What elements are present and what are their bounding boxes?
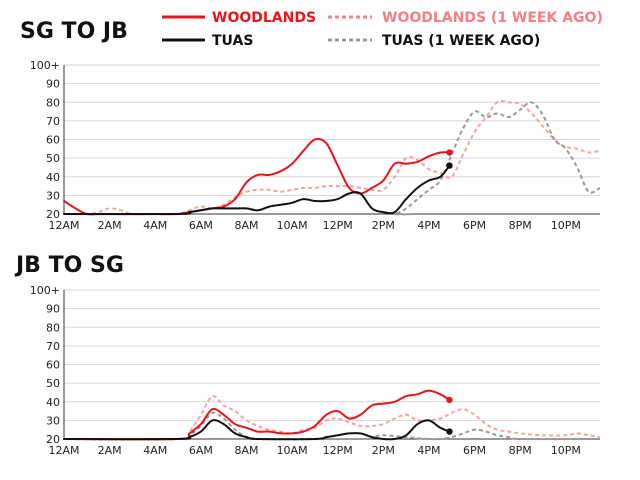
x-tick-label: 10AM	[277, 444, 308, 457]
y-tick-label: 60	[46, 359, 60, 372]
x-tick-label: 10PM	[551, 444, 581, 457]
y-tick-label: 50	[46, 377, 60, 390]
y-tick-label: 40	[46, 171, 60, 184]
x-tick-label: 6PM	[463, 444, 486, 457]
x-tick-label: 4AM	[143, 219, 167, 232]
y-tick-label: 40	[46, 396, 60, 409]
x-tick-label: 12AM	[48, 219, 79, 232]
x-tick-label: 2PM	[372, 219, 395, 232]
current-point-woodlands	[446, 396, 453, 404]
x-tick-label: 4PM	[417, 219, 440, 232]
chart-title-sg-to-jb: SG TO JB	[20, 19, 128, 44]
y-tick-label: 100+	[30, 284, 60, 297]
y-tick-label: 60	[46, 134, 60, 147]
series-line-woodlands-1-week-ago	[63, 395, 601, 441]
x-tick-label: 12PM	[323, 219, 353, 232]
y-tick-label: 30	[46, 414, 60, 427]
x-tick-label: 8AM	[234, 219, 258, 232]
series-line-woodlands	[63, 389, 451, 441]
x-tick-label: 4PM	[417, 444, 440, 457]
y-tick-label: 70	[46, 340, 60, 353]
series-line-tuas	[63, 419, 451, 441]
y-tick-label: 50	[46, 152, 60, 165]
series-line-tuas-1-week-ago	[64, 101, 601, 216]
x-tick-label: 2AM	[98, 444, 122, 457]
y-tick-label: 80	[46, 321, 60, 334]
panel-sg-to-jb: 20 30 40 50 60 70 80 90 100+ 12AM 2AM 4AM 6AM 8AM 10AM…	[30, 59, 601, 232]
current-point-tuas	[446, 428, 453, 435]
panel-jb-to-sg: 20 30 40 50 60 70 80 90 100+ 12AM 2AM 4AM 6AM 8AM 10AM…	[30, 284, 601, 457]
y-tick-label: 100+	[30, 59, 60, 72]
chart-title-jb-to-sg: JB TO SG	[14, 253, 124, 278]
x-tick-label: 6PM	[463, 219, 486, 232]
legend-label-woodlands-1-week-ago: WOODLANDS (1 WEEK AGO)	[382, 10, 603, 26]
legend-label-tuas-1-week-ago: TUAS (1 WEEK AGO)	[382, 33, 540, 49]
x-tick-label: 6AM	[189, 219, 213, 232]
y-tick-label: 30	[46, 189, 60, 202]
series-line-tuas-1-week-ago	[63, 411, 601, 441]
legend-label-woodlands: WOODLANDS	[212, 10, 316, 26]
y-tick-label: 70	[46, 115, 60, 128]
current-point-woodlands	[446, 149, 453, 156]
x-tick-label: 6AM	[189, 444, 213, 457]
y-tick-label: 20	[46, 433, 60, 446]
legend: WOODLANDS WOODLANDS (1 WEEK AGO) TUAS TUAS …	[162, 10, 603, 49]
series-line-tuas	[63, 164, 451, 216]
x-tick-label: 8PM	[509, 444, 532, 457]
header: SG TO JB WOODLANDS WOODLANDS (1 WEEK AGO)…	[20, 10, 603, 49]
x-tick-label: 12PM	[323, 444, 353, 457]
x-tick-label: 8PM	[509, 219, 532, 232]
x-tick-label: 2AM	[98, 219, 122, 232]
x-tick-label: 8AM	[234, 444, 258, 457]
x-tick-label: 4AM	[143, 444, 167, 457]
legend-label-tuas: TUAS	[212, 33, 253, 49]
x-tick-label: 2PM	[372, 444, 395, 457]
x-tick-label: 12AM	[48, 444, 79, 457]
y-tick-label: 80	[46, 96, 60, 109]
y-tick-label: 20	[46, 208, 60, 221]
y-tick-label: 90	[46, 78, 60, 91]
y-tick-label: 90	[46, 303, 60, 316]
current-point-tuas	[446, 162, 453, 169]
x-tick-label: 10AM	[277, 219, 308, 232]
x-tick-label: 10PM	[551, 219, 581, 232]
